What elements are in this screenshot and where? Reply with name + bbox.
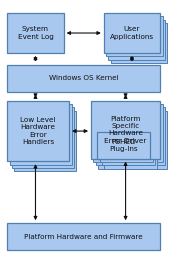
Bar [98, 111, 167, 169]
Bar [7, 223, 160, 250]
Text: Low Level
Hardware
Error
Handlers: Low Level Hardware Error Handlers [20, 117, 56, 145]
Bar [106, 16, 163, 56]
Text: Windows OS Kernel: Windows OS Kernel [49, 75, 118, 81]
Text: Platform Hardware and Firmware: Platform Hardware and Firmware [24, 234, 143, 240]
Bar [12, 107, 74, 168]
Bar [14, 111, 76, 171]
Bar [7, 13, 64, 53]
Text: System
Event Log: System Event Log [17, 26, 54, 39]
Bar [102, 138, 155, 165]
Text: Platform
Specific
Hardware
Error Driver: Platform Specific Hardware Error Driver [104, 116, 147, 143]
Bar [10, 104, 72, 165]
Bar [108, 20, 165, 60]
Bar [7, 101, 69, 161]
Bar [104, 142, 157, 169]
Text: PSHED
Plug-Ins: PSHED Plug-Ins [109, 139, 138, 152]
Bar [111, 23, 167, 63]
Bar [96, 107, 165, 165]
Text: User
Applications: User Applications [110, 26, 154, 39]
Bar [91, 101, 160, 159]
Bar [93, 104, 163, 162]
Bar [104, 13, 160, 53]
Bar [100, 135, 153, 162]
Bar [97, 132, 150, 159]
Bar [7, 64, 160, 92]
